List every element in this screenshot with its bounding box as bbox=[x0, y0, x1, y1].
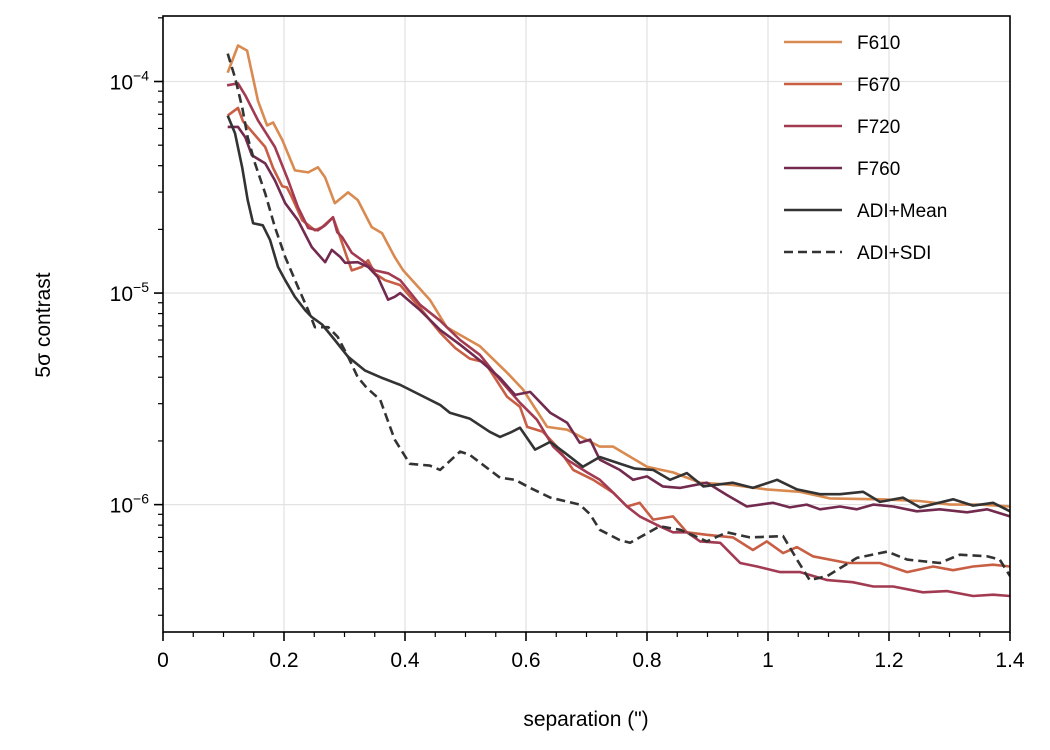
y-tick-exponent: −4 bbox=[133, 68, 149, 84]
x-tick-label: 0.4 bbox=[390, 649, 420, 672]
y-tick-label: 10−5 bbox=[110, 279, 150, 306]
x-tick-label: 0.8 bbox=[632, 649, 661, 672]
legend-item: ADI+SDI bbox=[784, 243, 931, 264]
y-tick-base: 10 bbox=[110, 72, 133, 95]
x-tick-label: 1.2 bbox=[874, 649, 903, 672]
x-tick-label: 1 bbox=[762, 649, 774, 672]
legend-label: ADI+SDI bbox=[857, 243, 931, 264]
y-tick-base: 10 bbox=[110, 495, 133, 518]
series-line-adi-mean bbox=[226, 115, 1010, 513]
y-tick-base: 10 bbox=[110, 283, 133, 306]
legend-item: F760 bbox=[784, 159, 900, 180]
series-line-f670 bbox=[226, 106, 1010, 574]
series-line-adi-sdi bbox=[226, 53, 1010, 582]
y-tick-label: 10−6 bbox=[110, 491, 150, 518]
legend-label: F760 bbox=[857, 159, 900, 180]
x-axis: 0 0.2 0.4 0.6 0.8 1 1.2 1.4 bbox=[157, 632, 1025, 672]
legend-item: F670 bbox=[784, 75, 900, 96]
series-line-f760 bbox=[227, 125, 1010, 518]
x-tick-label: 0 bbox=[157, 649, 169, 672]
plot-frame bbox=[162, 15, 1011, 633]
y-tick-exponent: −5 bbox=[133, 279, 149, 295]
legend-label: F670 bbox=[857, 75, 900, 96]
x-tick-label: 0.2 bbox=[269, 649, 298, 672]
y-axis: 10−410−510−6 bbox=[110, 17, 163, 616]
series-line-f610 bbox=[226, 44, 1010, 508]
x-axis-label: separation (") bbox=[523, 708, 648, 731]
legend-item: F720 bbox=[784, 117, 900, 138]
legend: F610 F670 F720 F760 ADI+Mean ADI+SDI bbox=[784, 33, 947, 264]
legend-item: F610 bbox=[784, 33, 900, 54]
y-tick-label: 10−4 bbox=[110, 68, 150, 95]
x-tick-label: 0.6 bbox=[511, 649, 540, 672]
legend-item: ADI+Mean bbox=[784, 201, 947, 222]
x-tick-label: 1.4 bbox=[995, 649, 1025, 672]
y-tick-exponent: −6 bbox=[133, 491, 149, 507]
grid bbox=[162, 16, 1011, 632]
series-line-f720 bbox=[226, 82, 1010, 598]
legend-label: ADI+Mean bbox=[857, 201, 947, 222]
series-layer bbox=[226, 44, 1010, 598]
legend-label: F720 bbox=[857, 117, 900, 138]
legend-label: F610 bbox=[857, 33, 900, 54]
y-axis-label: 5σ contrast bbox=[32, 272, 55, 377]
